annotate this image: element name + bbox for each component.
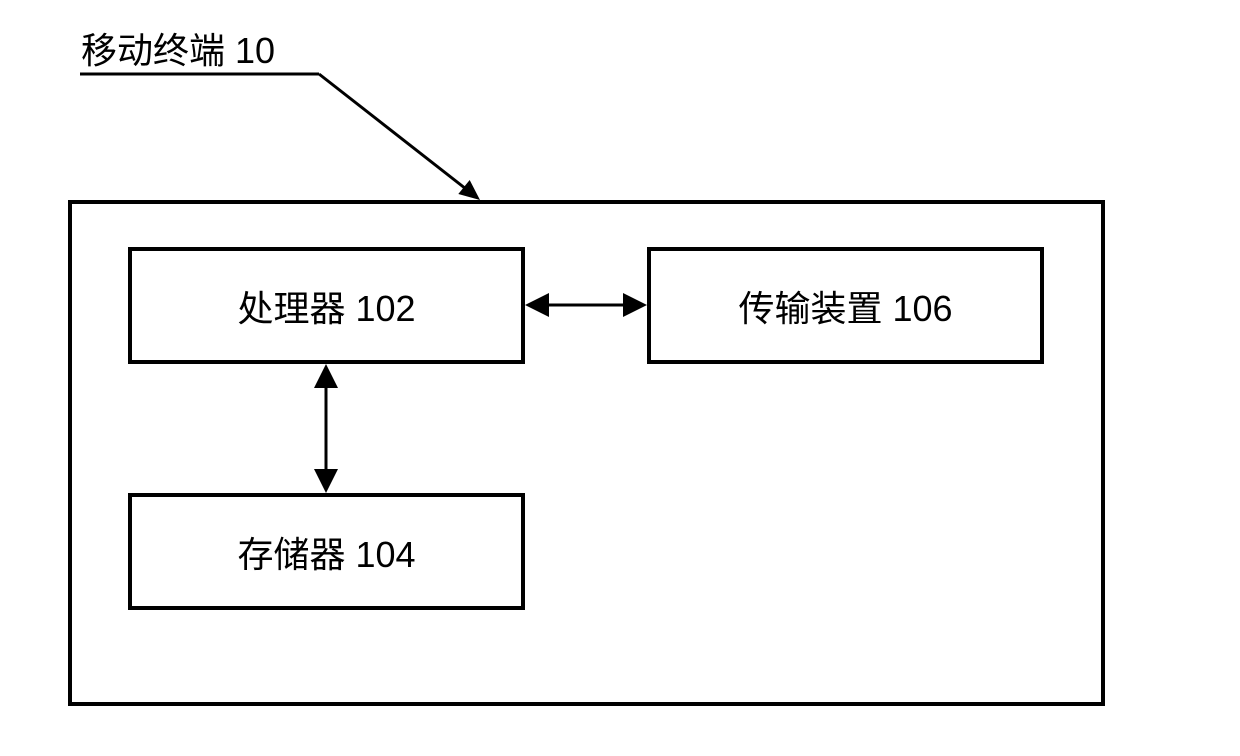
transmission-device-label: 传输装置 106 (738, 280, 952, 332)
processor-block: 处理器 102 (128, 247, 525, 364)
diagram-title: 移动终端 10 (81, 22, 275, 74)
diagram-canvas: 移动终端 10 处理器 102 传输装置 106 存储器 104 (0, 0, 1240, 756)
memory-block: 存储器 104 (128, 493, 525, 610)
memory-label: 存储器 104 (237, 526, 415, 578)
transmission-device-block: 传输装置 106 (647, 247, 1044, 364)
processor-label: 处理器 102 (237, 280, 415, 332)
